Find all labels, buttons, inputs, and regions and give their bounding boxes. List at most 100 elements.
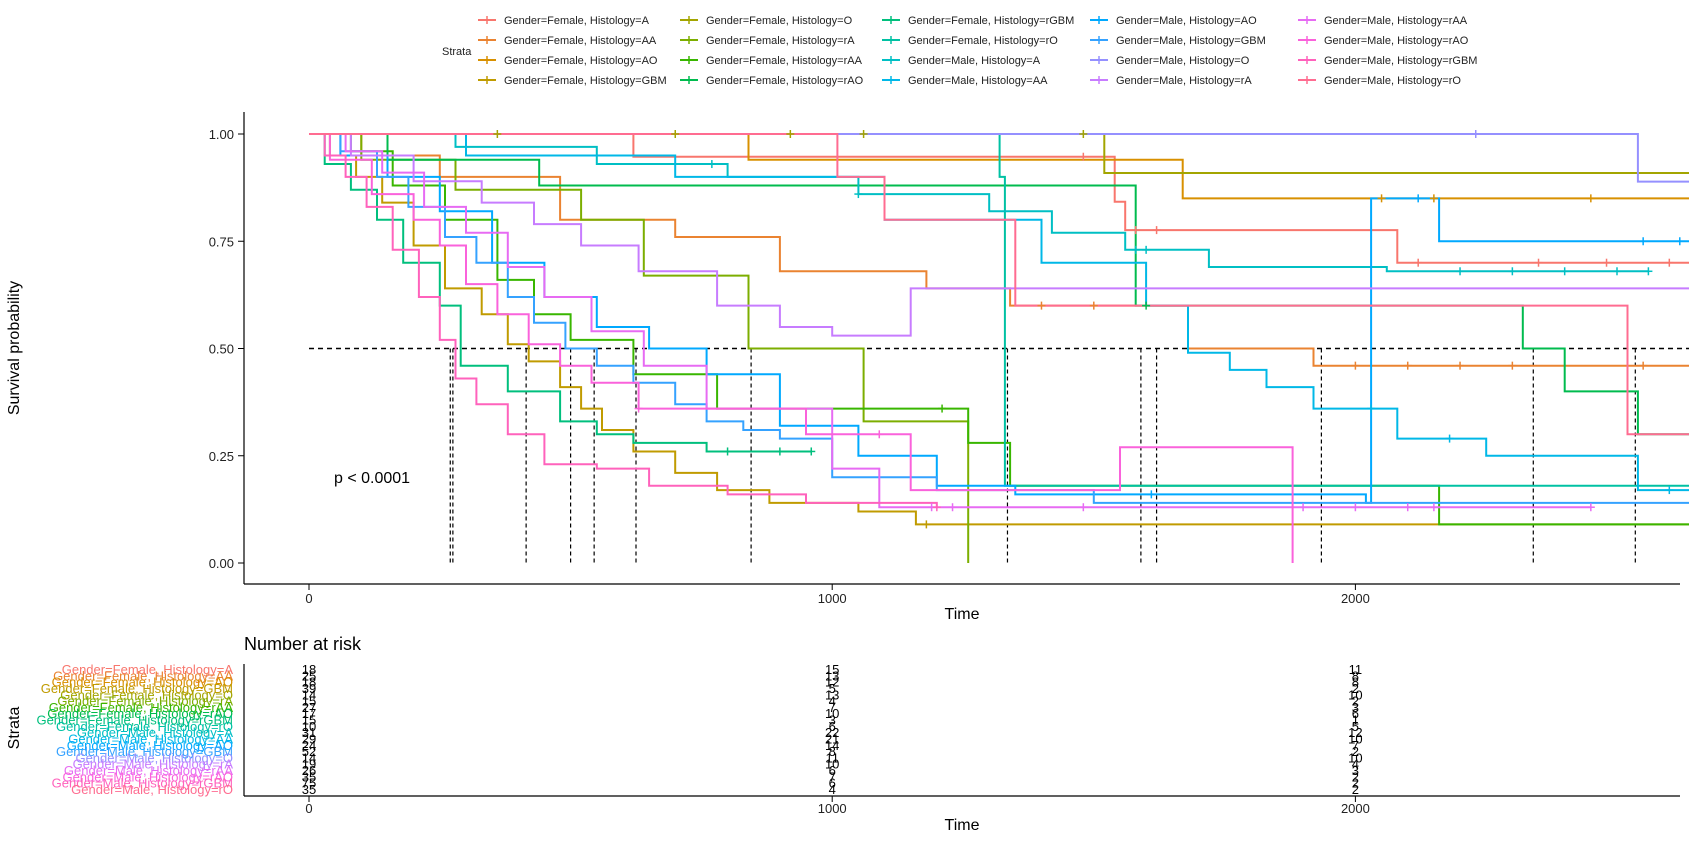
legend-label: Gender=Male, Histology=AA [908, 75, 1048, 87]
legend-label: Gender=Male, Histology=GBM [1116, 35, 1266, 47]
censor-mark [1456, 267, 1465, 276]
risk-row-label: Gender=Male, Histology=rAA [64, 763, 233, 778]
legend-label: Gender=Female, Histology=rGBM [908, 15, 1074, 27]
legend-label: Gender=Female, Histology=rAO [706, 75, 864, 87]
risk-count: 24 [302, 738, 316, 753]
risk-count: 35 [302, 769, 316, 784]
risk-count: 10 [825, 757, 839, 772]
risk-row-label: Gender=Female, Histology=rAA [49, 700, 234, 715]
risk-count: 6 [1352, 706, 1359, 721]
legend-item: Gender=Female, Histology=rO [882, 35, 1058, 47]
legend-item: Gender=Female, Histology=O [680, 15, 853, 27]
censor-mark [1665, 486, 1674, 495]
risk-count: 5 [829, 681, 836, 696]
survival-curve [309, 133, 1689, 436]
risk-count: 17 [302, 706, 316, 721]
survival-curve [309, 133, 1689, 264]
risk-row-label: Gender=Male, Histology=rO [71, 782, 233, 797]
survival-curve [309, 133, 812, 453]
censor-mark [493, 130, 502, 138]
legend-label: Gender=Male, Histology=rGBM [1324, 55, 1477, 67]
censor-mark [1142, 301, 1151, 310]
risk-count: 10 [1348, 731, 1362, 746]
risk-count: 10 [302, 719, 316, 734]
censor-mark [1675, 237, 1684, 246]
legend-item: Gender=Female, Histology=A [478, 15, 650, 27]
censor-mark [723, 447, 732, 456]
risk-row-label: Gender=Female, Histology=AA [53, 668, 233, 683]
censor-mark [1351, 361, 1360, 370]
legend-label: Gender=Male, Histology=O [1116, 55, 1250, 67]
legend-label: Gender=Male, Histology=AO [1116, 15, 1257, 27]
legend-item: Gender=Male, Histology=rAO [1298, 35, 1469, 47]
risk-count: 15 [302, 694, 316, 709]
censor-mark [775, 447, 784, 456]
legend-item: Gender=Female, Histology=rA [680, 35, 855, 47]
legend-item: Gender=Female, Histology=AO [478, 55, 658, 67]
survival-curve [309, 133, 1591, 509]
risk-count: 8 [829, 744, 836, 759]
risk-count: 25 [302, 668, 316, 683]
risk-count: 4 [829, 694, 836, 709]
censor-mark [875, 430, 884, 439]
y-tick-label: 0.75 [209, 234, 234, 249]
risk-row-label: Gender=Female, Histology=rAO [47, 706, 233, 721]
survival-curve [309, 133, 1649, 273]
risk-row-label: Gender=Female, Histology=AO [52, 675, 233, 690]
censor-mark [1639, 361, 1648, 370]
risk-count: 15 [825, 662, 839, 677]
risk-count: 10 [825, 706, 839, 721]
censor-mark [1351, 503, 1360, 512]
censor-mark [932, 503, 941, 512]
censor-mark [807, 447, 816, 456]
censor-mark [1377, 194, 1386, 203]
risk-row-label: Gender=Male, Histology=GBM [56, 744, 233, 759]
risk-count: 14 [302, 687, 316, 702]
risk-count: 21 [825, 731, 839, 746]
legend-label: Gender=Female, Histology=rA [706, 35, 855, 47]
risk-row-label: Gender=Male, Histology=AA [68, 731, 233, 746]
censor-mark [1142, 245, 1151, 254]
legend-label: Gender=Male, Histology=rAA [1324, 15, 1468, 27]
legend-label: Gender=Female, Histology=rO [908, 35, 1058, 47]
censor-mark [1079, 503, 1088, 512]
censor-mark [634, 404, 643, 413]
legend-item: Gender=Male, Histology=rO [1298, 75, 1461, 87]
censor-mark [1079, 130, 1088, 138]
censor-mark [1445, 434, 1454, 443]
censor-mark [1471, 130, 1480, 138]
legend: Gender=Female, Histology=A Gender=Female,… [478, 15, 1477, 87]
censor-mark [1403, 503, 1412, 512]
risk-count: 19 [302, 757, 316, 772]
risk-x-tick-label: 0 [305, 801, 312, 816]
censor-mark [1429, 503, 1438, 512]
censor-mark [1508, 361, 1517, 370]
risk-count: 3 [1352, 700, 1359, 715]
censor-mark [1089, 301, 1098, 310]
risk-count: 29 [302, 731, 316, 746]
risk-count: 2 [1352, 744, 1359, 759]
legend-item: Gender=Male, Histology=AO [1090, 15, 1257, 27]
risk-count: 8 [1352, 668, 1359, 683]
risk-count: 13 [825, 687, 839, 702]
censor-mark [1147, 490, 1156, 499]
legend-label: Gender=Female, Histology=GBM [504, 75, 667, 87]
censor-mark [707, 160, 716, 169]
censor-mark [948, 503, 957, 512]
risk-count: 26 [302, 763, 316, 778]
risk-count: 6 [829, 763, 836, 778]
censor-mark [1299, 503, 1308, 512]
risk-count: 2 [1352, 681, 1359, 696]
risk-count: 52 [302, 744, 316, 759]
censor-mark [854, 190, 863, 199]
censor-mark [1079, 152, 1088, 161]
survival-curve [309, 133, 1689, 487]
survival-curve [309, 133, 938, 508]
risk-row-label: Gender=Male, Histology=rGBM [52, 776, 233, 791]
risk-count: 7 [1352, 738, 1359, 753]
main-plot: 0.000.250.500.751.00 0100020003000400050… [6, 112, 1689, 623]
y-tick-label: 0.00 [209, 556, 234, 571]
censor-mark [1414, 258, 1423, 267]
legend-item: Gender=Male, Histology=AA [882, 75, 1048, 87]
x-tick-label: 2000 [1341, 591, 1370, 606]
